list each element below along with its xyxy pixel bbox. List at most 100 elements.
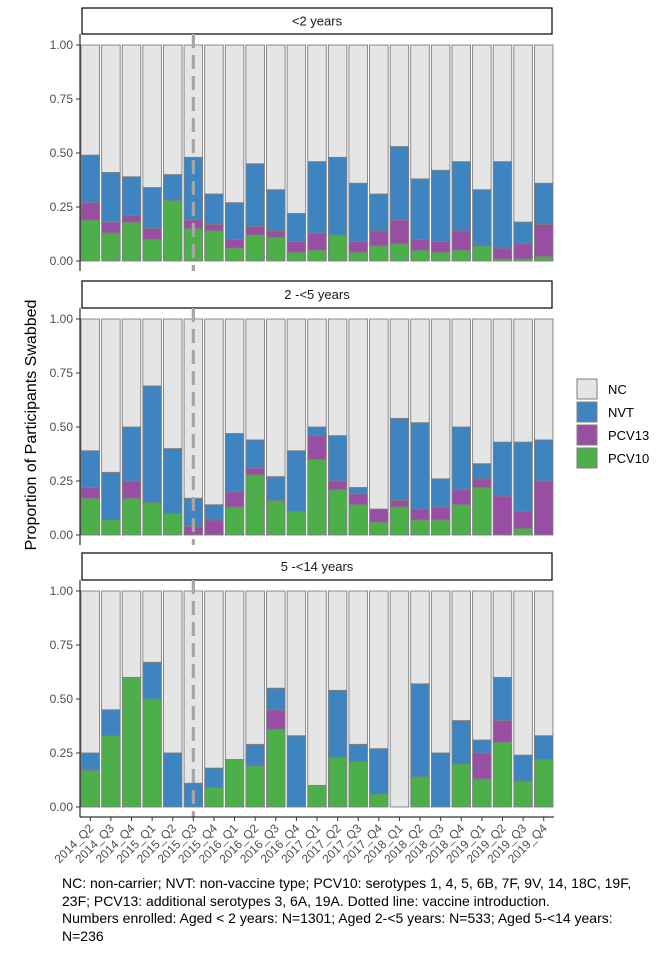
- bar-nc-2018_Q3: [430, 318, 451, 480]
- bar-nvt-2017_Q2: [327, 689, 348, 758]
- bar-nvt-2014_Q2: [80, 154, 101, 204]
- bar-nc-2018_Q4: [451, 318, 471, 428]
- bar-pcv13-2017_Q1: [307, 435, 327, 460]
- legend-swatch-nvt: [576, 401, 598, 423]
- bar-nvt-2019_Q2: [492, 161, 513, 249]
- bar-nc-2017_Q1: [307, 590, 327, 786]
- bar-nc-2014_Q4: [121, 590, 142, 678]
- bar-pcv13-2019_Q1: [472, 752, 492, 780]
- bar-pcv10-2017_Q1: [307, 458, 327, 536]
- bar-nc-2019_Q4: [533, 44, 554, 184]
- bar-nvt-2019_Q3: [513, 754, 533, 782]
- bar-pcv13-2018_Q1: [389, 219, 410, 245]
- bar-nc-2016_Q1: [224, 318, 245, 434]
- bar-nvt-2018_Q2: [410, 422, 430, 510]
- bar-nvt-2017_Q3: [348, 182, 368, 243]
- bar-pcv10-2016_Q3: [266, 236, 286, 262]
- facet-panels: <2 years 0.00 0.25 0.50 0.75 1.00 2 -<5 years 0…: [50, 7, 554, 817]
- bar-nc-2014_Q2: [80, 318, 101, 452]
- bar-nc-2015_Q2: [163, 590, 183, 754]
- bar-nvt-2017_Q4: [369, 748, 389, 795]
- bar-nc-2017_Q4: [369, 44, 389, 195]
- bar-pcv10-2019_Q1: [472, 245, 492, 262]
- bar-nc-2018_Q2: [410, 318, 430, 424]
- y-tick-label: 1.00: [50, 584, 74, 598]
- y-tick-label: 0.25: [50, 200, 74, 214]
- legend-swatch-nc: [576, 378, 598, 400]
- bar-nvt-2019_Q1: [472, 463, 492, 480]
- bar-nc-2015_Q1: [142, 590, 162, 663]
- y-tick-label: 0.50: [50, 146, 74, 160]
- bar-nc-2017_Q3: [348, 590, 368, 745]
- bar-nc-2016_Q4: [286, 590, 307, 737]
- bar-nc-2017_Q4: [369, 318, 389, 510]
- bar-nvt-2016_Q4: [286, 735, 307, 808]
- bar-pcv13-2014_Q3: [101, 221, 121, 234]
- bar-nc-2017_Q4: [369, 590, 389, 750]
- bar-nvt-2015_Q4: [204, 193, 224, 225]
- legend-label-pcv10: PCV10: [608, 451, 649, 466]
- bar-nc-2018_Q2: [410, 44, 430, 180]
- bar-pcv10-2015_Q2: [163, 200, 183, 262]
- bar-nvt-2016_Q3: [266, 687, 286, 711]
- bar-pcv13-2016_Q1: [224, 491, 245, 508]
- legend-swatch-pcv13: [576, 424, 598, 446]
- bar-pcv10-2014_Q4: [121, 221, 142, 262]
- bar-pcv13-2016_Q2: [245, 225, 265, 236]
- legend: NC NVT PCV13 PCV10: [576, 378, 649, 469]
- bar-pcv10-2018_Q4: [451, 504, 471, 536]
- bar-nc-2018_Q4: [451, 590, 471, 722]
- bar-nc-2016_Q3: [266, 318, 286, 478]
- bar-nc-2015_Q1: [142, 318, 162, 387]
- bar-pcv10-2018_Q2: [410, 776, 430, 808]
- legend-swatch-pcv10: [576, 447, 598, 469]
- bar-pcv10-2018_Q4: [451, 249, 471, 262]
- bar-pcv13-2014_Q2: [80, 487, 101, 499]
- bar-nvt-2014_Q4: [121, 426, 142, 482]
- bar-nc-2016_Q2: [245, 590, 265, 745]
- panel-strip-label: 2 -<5 years: [284, 287, 350, 302]
- bar-nc-2017_Q1: [307, 44, 327, 163]
- bar-nc-2019_Q3: [513, 44, 533, 223]
- bar-nvt-2019_Q3: [513, 221, 533, 245]
- bar-nvt-2016_Q3: [266, 189, 286, 232]
- bar-pcv10-2016_Q4: [286, 251, 307, 262]
- legend-label-nvt: NVT: [608, 405, 634, 420]
- bar-pcv13-2016_Q4: [286, 241, 307, 253]
- bar-nc-2018_Q4: [451, 44, 471, 163]
- y-tick-label: 0.00: [50, 800, 74, 814]
- panel-strip-label: <2 years: [292, 14, 343, 29]
- bar-pcv10-2017_Q4: [369, 793, 389, 808]
- bar-nc-2014_Q3: [101, 318, 121, 473]
- bar-pcv10-2015_Q2: [163, 512, 183, 536]
- y-tick-label: 0.50: [50, 420, 74, 434]
- bar-pcv10-2015_Q1: [142, 502, 162, 536]
- bar-nc-2018_Q1: [389, 44, 410, 147]
- bar-pcv13-2015_Q1: [142, 228, 162, 240]
- bar-pcv13-2018_Q4: [451, 489, 471, 506]
- bar-pcv13-2019_Q1: [472, 478, 492, 488]
- bar-nvt-2016_Q3: [266, 476, 286, 501]
- bar-nvt-2019_Q2: [492, 676, 513, 722]
- bar-pcv10-2016_Q4: [286, 510, 307, 536]
- bar-nc-2018_Q1: [389, 318, 410, 419]
- bar-pcv10-2014_Q3: [101, 735, 121, 808]
- bar-nvt-2015_Q4: [204, 767, 224, 789]
- figure-caption: NC: non-carrier; NVT: non-vaccine type; …: [62, 875, 662, 945]
- bar-nc-2015_Q2: [163, 318, 183, 450]
- caption-line-2: 23F; PCV13: additional serotypes 3, 6A, …: [62, 892, 550, 909]
- bar-nc-2019_Q4: [533, 318, 554, 441]
- panel-strip: [81, 552, 553, 581]
- bar-nc-2015_Q4: [204, 590, 224, 769]
- bar-nc-2015_Q3: [183, 318, 204, 499]
- bar-pcv10-2019_Q1: [472, 778, 492, 808]
- bar-nvt-2015_Q1: [142, 661, 162, 700]
- bar-nvt-2017_Q1: [307, 161, 327, 234]
- bar-nc-2019_Q1: [472, 590, 492, 741]
- bar-pcv13-2019_Q4: [533, 480, 554, 536]
- bar-nvt-2015_Q2: [163, 448, 183, 514]
- legend-label-nc: NC: [608, 382, 627, 397]
- bar-pcv10-2019_Q4: [533, 256, 554, 262]
- bar-nvt-2014_Q3: [101, 171, 121, 223]
- bar-nc-2014_Q3: [101, 590, 121, 711]
